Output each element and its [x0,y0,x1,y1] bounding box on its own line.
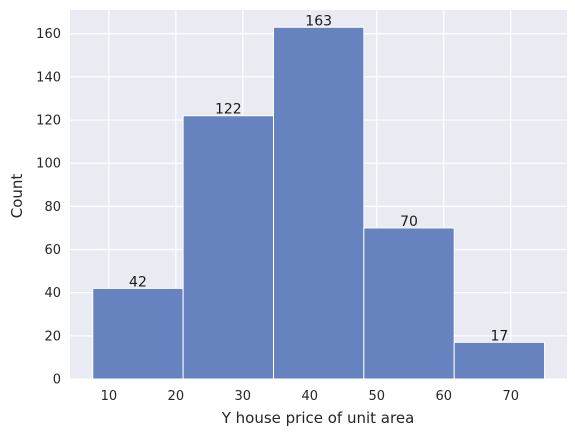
x-tick-label: 40 [302,389,319,404]
y-tick-label: 40 [44,286,61,301]
bar-value-label: 70 [400,214,418,230]
y-tick-label: 140 [36,70,61,85]
histogram-bar [453,341,546,380]
y-axis-ticks: 0 20 40 60 80 100 120 140 160 [36,27,61,387]
y-tick-label: 160 [36,27,61,42]
x-tick-label: 60 [435,389,452,404]
data-labels: 42 122 163 70 17 [129,13,508,344]
y-tick-label: 120 [36,114,61,129]
y-tick-label: 0 [53,373,61,388]
x-tick-label: 10 [101,389,118,404]
x-tick-label: 20 [168,389,185,404]
y-axis-label: Count [8,174,26,219]
bars [92,26,546,380]
histogram-bar [182,115,274,380]
histogram-bar [272,26,365,380]
x-axis-label: Y house price of unit area [221,409,415,427]
y-tick-label: 60 [44,243,61,258]
x-tick-label: 70 [502,389,519,404]
y-tick-label: 20 [44,329,61,344]
bar-value-label: 163 [305,13,332,29]
histogram-bar [92,287,184,380]
x-tick-label: 30 [235,389,252,404]
y-tick-label: 80 [44,200,61,215]
y-tick-label: 100 [36,157,61,172]
x-axis-ticks: 10 20 30 40 50 60 70 [101,389,519,404]
histogram-bar [363,227,455,380]
bar-value-label: 17 [490,328,508,344]
bar-value-label: 42 [129,274,147,290]
x-tick-label: 50 [369,389,386,404]
bar-value-label: 122 [215,102,242,118]
